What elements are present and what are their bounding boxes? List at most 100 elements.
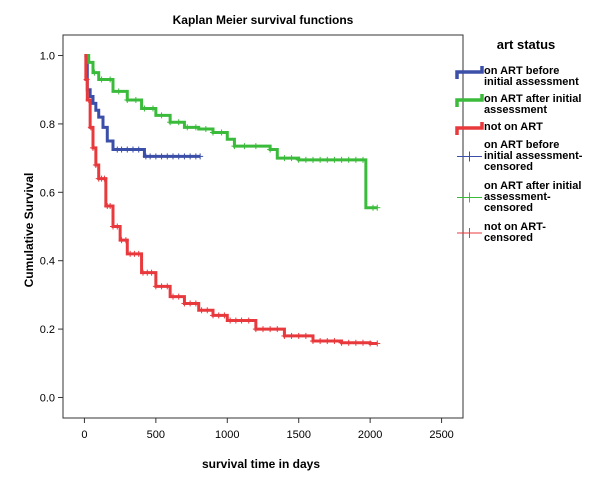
- censor-mark: [267, 326, 274, 333]
- censor-mark: [115, 88, 122, 95]
- x-axis: 0 500 1000 1500 2000 2500: [81, 418, 454, 441]
- censor-mark: [158, 112, 165, 119]
- y-tick-label: 0.8: [40, 119, 55, 131]
- chart-title: Kaplan Meier survival functions: [173, 13, 354, 27]
- censor-mark: [241, 143, 248, 150]
- x-axis-label: survival time in days: [202, 457, 320, 471]
- y-axis-label: Cumulative Survival: [22, 173, 36, 288]
- y-axis: 0.0 0.2 0.4 0.6 0.8 1.0: [40, 51, 63, 404]
- censor-mark: [210, 129, 216, 136]
- censor-mark: [158, 153, 165, 160]
- censor-mark: [281, 155, 288, 162]
- censor-mark: [295, 156, 302, 163]
- censor-mark: [331, 156, 338, 163]
- censor-mark: [135, 146, 142, 153]
- censor-mark: [215, 312, 222, 319]
- censor-mark: [192, 300, 199, 307]
- censor-mark: [148, 269, 155, 276]
- x-tick-label: 500: [147, 429, 165, 441]
- censor-mark: [274, 326, 281, 333]
- censor-mark: [124, 146, 131, 153]
- x-tick-label: 1000: [215, 429, 239, 441]
- censor-mark: [281, 332, 288, 339]
- censor-mark: [260, 326, 266, 333]
- censor-mark: [367, 340, 374, 347]
- censor-mark: [184, 124, 191, 131]
- censor-mark: [232, 317, 239, 324]
- censor-mark: [374, 204, 381, 211]
- censor-mark: [310, 156, 316, 163]
- censor-mark: [124, 96, 131, 103]
- y-tick-label: 0.6: [40, 187, 55, 199]
- censor-mark: [135, 250, 142, 257]
- censor-mark: [130, 146, 136, 153]
- legend-swatch: [455, 122, 484, 135]
- censor-mark: [324, 338, 331, 345]
- censor-mark: [101, 175, 108, 182]
- legend: art status on ART before initial assessme…: [455, 37, 583, 244]
- censor-mark: [245, 317, 252, 324]
- censor-mark: [175, 119, 182, 126]
- censor-mark: [198, 307, 205, 314]
- censor-mark: [175, 153, 182, 160]
- censor-mark: [227, 317, 234, 324]
- censor-mark: [122, 237, 129, 244]
- x-tick-label: 2500: [429, 429, 453, 441]
- censor-mark: [374, 340, 381, 347]
- censor-mark: [181, 153, 188, 160]
- censor-mark: [221, 312, 228, 319]
- censor-layer: [83, 69, 381, 347]
- legend-label: on ART after initial assessment-censored: [484, 180, 581, 214]
- censor-mark: [91, 69, 98, 76]
- censor-mark: [360, 156, 366, 163]
- censor-mark: [231, 143, 238, 150]
- legend-label: on ART after initial assessment: [484, 93, 581, 116]
- censor-mark: [167, 119, 174, 126]
- censor-mark: [252, 143, 259, 150]
- censor-mark: [317, 156, 324, 163]
- legend-label: on ART before initial assessment: [484, 65, 579, 88]
- censor-mark: [175, 293, 182, 300]
- censor-mark: [158, 283, 165, 290]
- censor-mark: [345, 339, 352, 346]
- censor-mark: [302, 332, 309, 339]
- censor-mark: [324, 156, 331, 163]
- legend-entry: on ART before initial assessment: [455, 65, 579, 88]
- y-tick-label: 0.2: [40, 324, 55, 336]
- legend-entry: on ART after initial assessment-censored: [457, 180, 581, 214]
- censor-mark: [132, 96, 139, 103]
- censor-mark: [210, 312, 216, 319]
- y-tick-label: 1.0: [40, 51, 55, 63]
- censor-mark: [187, 153, 194, 160]
- x-tick-label: 1500: [286, 429, 310, 441]
- legend-entry: not on ART: [455, 121, 543, 135]
- censor-mark: [352, 156, 359, 163]
- censor-mark: [150, 105, 156, 112]
- censor-mark: [252, 326, 259, 333]
- censor-mark: [90, 144, 96, 151]
- x-tick-label: 0: [81, 429, 87, 441]
- censor-mark: [98, 76, 105, 83]
- censor-mark: [360, 339, 366, 346]
- legend-title: art status: [497, 37, 556, 52]
- censor-mark: [202, 126, 209, 133]
- censor-mark: [238, 317, 245, 324]
- x-tick-label: 2000: [358, 429, 382, 441]
- censor-mark: [317, 338, 324, 345]
- censor-mark: [170, 293, 176, 300]
- censor-mark: [107, 202, 114, 209]
- censor-mark: [352, 339, 359, 346]
- censor-mark: [267, 146, 274, 153]
- censor-mark: [114, 223, 121, 230]
- censor-mark: [288, 155, 295, 162]
- legend-entry: on ART after initial assessment: [455, 93, 581, 116]
- censor-mark: [141, 105, 148, 112]
- censor-mark: [107, 76, 114, 83]
- censor-mark: [218, 129, 225, 136]
- plot-frame: [62, 34, 464, 419]
- legend-swatch: [455, 66, 484, 79]
- survival-line-2: [84, 54, 378, 210]
- censor-mark: [331, 338, 338, 345]
- censor-mark: [85, 96, 92, 103]
